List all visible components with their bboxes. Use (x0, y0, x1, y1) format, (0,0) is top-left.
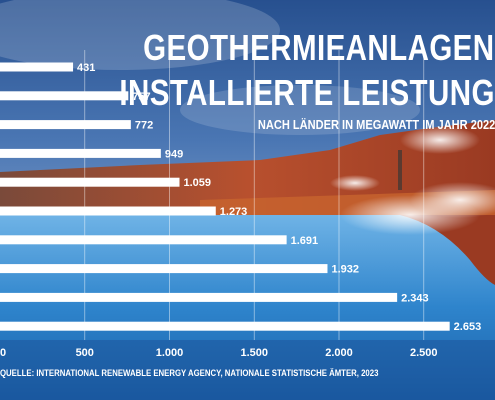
chart-title-line1: GEOTHERMIEANLAGEN (143, 27, 495, 68)
bar-value-label: 1.932 (331, 264, 359, 276)
bar (0, 206, 216, 216)
bar-value-label: 431 (77, 62, 95, 74)
bar-value-label: 757 (132, 91, 150, 103)
bar (0, 235, 287, 245)
x-tick-label: 2.500 (410, 347, 438, 359)
bar-value-label: 772 (135, 120, 153, 132)
bar (0, 292, 398, 302)
bar (0, 148, 161, 158)
bar-value-label: 1.059 (184, 177, 212, 189)
x-tick-label: 1.000 (156, 347, 184, 359)
bar (0, 91, 129, 101)
bar (0, 177, 180, 187)
bar-value-label: 2.653 (454, 321, 482, 333)
x-tick-label: 2.000 (325, 347, 353, 359)
x-tick-label: 500 (76, 347, 94, 359)
bar-value-label: 2.343 (401, 292, 429, 304)
bar (0, 264, 328, 274)
bar-value-label: 1.273 (220, 206, 248, 218)
bar-value-label: 949 (165, 148, 183, 160)
bar (0, 321, 450, 331)
chart-subtitle: NACH LÄNDER IN MEGAWATT IM JAHR 2022 (257, 117, 495, 132)
chart-title-line2: INSTALLIERTE LEISTUNG (119, 72, 495, 113)
x-tick-label: 1.500 (240, 347, 268, 359)
bar-value-label: 1.691 (291, 235, 319, 247)
source-note: QUELLE: INTERNATIONAL RENEWABLE ENERGY A… (0, 368, 379, 379)
x-tick-label: 0 (0, 347, 6, 359)
bar (0, 120, 131, 130)
bar (0, 62, 74, 72)
